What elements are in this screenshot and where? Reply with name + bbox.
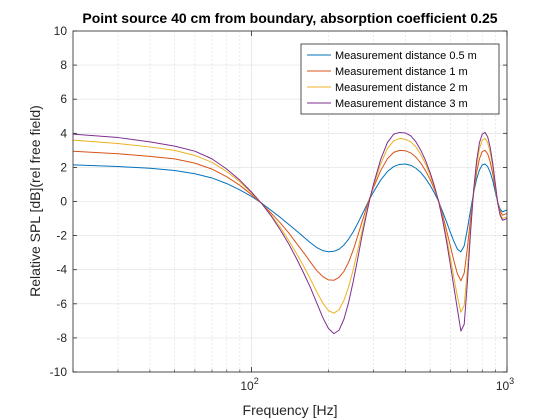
series-lines — [73, 131, 507, 335]
legend-box — [300, 43, 500, 115]
legend-label-0: Measurement distance 0.5 m — [335, 50, 477, 62]
y-tick-label-9: 8 — [60, 58, 67, 72]
legend-label-3: Measurement distance 3 m — [335, 98, 468, 110]
chart-title: Point source 40 cm from boundary, absorp… — [82, 10, 497, 26]
legend-label-2: Measurement distance 2 m — [335, 82, 468, 94]
y-tick-label-10: 10 — [54, 24, 68, 38]
series-line-2 — [73, 137, 507, 314]
series-line-3 — [73, 131, 507, 335]
y-tick-label-7: 4 — [60, 126, 67, 140]
y-tick-label-6: 2 — [60, 160, 67, 174]
y-axis-title: Relative SPL [dB](rel free field) — [27, 105, 43, 297]
y-tick-label-1: -8 — [56, 331, 67, 345]
y-tick-label-4: -2 — [56, 229, 67, 243]
y-tick-label-3: -4 — [56, 263, 67, 277]
y-tick-label-8: 6 — [60, 92, 67, 106]
y-tick-label-5: 0 — [60, 195, 67, 209]
x-axis-title: Frequency [Hz] — [243, 402, 338, 418]
series-line-0 — [73, 163, 507, 253]
series-line-1 — [73, 149, 507, 282]
y-tick-label-2: -6 — [56, 297, 67, 311]
legend: Measurement distance 0.5 m Measurement d… — [300, 43, 500, 115]
y-tick-label-0: -10 — [50, 365, 68, 379]
legend-label-1: Measurement distance 1 m — [335, 66, 468, 78]
